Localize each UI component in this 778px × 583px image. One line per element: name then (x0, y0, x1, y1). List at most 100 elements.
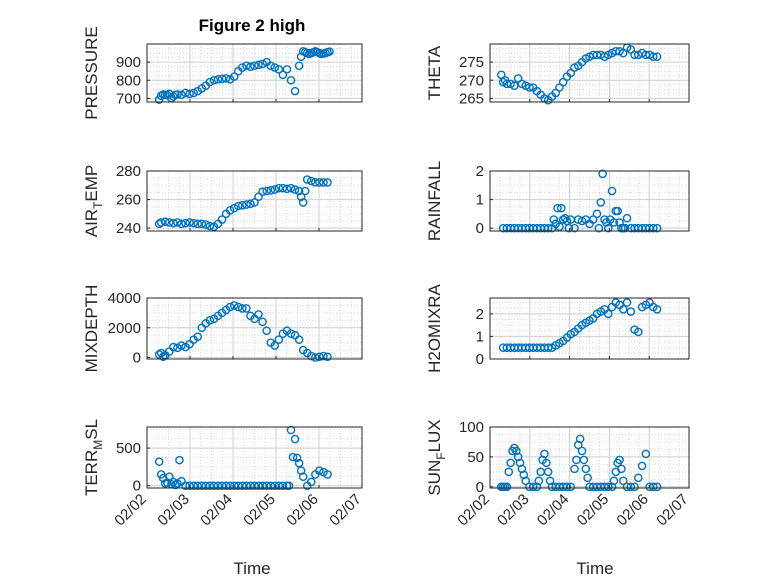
data-point (181, 218, 190, 228)
y-tick-label: 240 (116, 220, 141, 237)
data-point (185, 89, 194, 99)
y-tick-label: 1 (476, 192, 484, 209)
data-point (298, 472, 308, 482)
data-point (296, 192, 306, 202)
data-point (217, 74, 227, 84)
x-tick-label: 02/03 (154, 491, 193, 530)
data-point (622, 298, 632, 307)
data-point (262, 186, 271, 196)
y-tick-label: 0 (133, 350, 141, 367)
data-point (238, 63, 247, 72)
data-point (319, 178, 328, 187)
data-point (173, 90, 182, 99)
data-point (502, 482, 512, 492)
data-point (618, 476, 628, 486)
data-point (213, 75, 223, 84)
axes-box (489, 43, 690, 103)
data-point (290, 86, 300, 96)
data-point (562, 482, 572, 492)
subplot-h2omixra: 0 1 2 H2OMIXRA (425, 283, 690, 373)
data-point (607, 482, 617, 492)
data-point (543, 467, 553, 477)
y-tick-label: 100 (459, 419, 484, 436)
data-point (634, 473, 643, 483)
data-point (649, 52, 658, 61)
data-point (570, 464, 579, 474)
data-point (596, 198, 606, 207)
data-point (630, 50, 639, 60)
data-point (594, 223, 604, 233)
data-point (615, 218, 624, 227)
axes-box (489, 297, 690, 360)
data-point (290, 434, 300, 444)
data-point (513, 452, 523, 462)
data-point (652, 52, 662, 61)
data-point (233, 201, 243, 211)
data-point (197, 219, 207, 229)
y-tick-label: 700 (116, 90, 141, 107)
data-point (603, 309, 613, 319)
y-tick-label: 260 (116, 192, 141, 209)
data-point (543, 223, 553, 233)
data-point (169, 342, 178, 352)
y-tick-label: 0 (476, 220, 484, 237)
data-point (634, 327, 643, 337)
data-point (225, 205, 235, 215)
data-point (246, 199, 255, 209)
data-point (592, 209, 602, 219)
y-axis-label: TERRMSL (82, 419, 105, 496)
data-point (566, 482, 576, 492)
data-point (517, 464, 527, 474)
data-point (603, 482, 613, 492)
data-point (515, 458, 525, 468)
data-point (177, 341, 186, 350)
x-axis-label-right: Time (576, 559, 613, 578)
data-point (250, 481, 259, 491)
data-point (506, 458, 515, 468)
data-point (270, 341, 280, 350)
data-point (282, 184, 292, 194)
data-point (286, 183, 296, 193)
data-point (193, 481, 203, 491)
y-tick-label: 0 (476, 351, 484, 368)
data-point (282, 65, 292, 74)
subplot-rainfall: 0 1 2 RAINFALL (425, 161, 690, 241)
data-point (504, 467, 514, 477)
data-point (225, 302, 235, 312)
data-point (229, 301, 239, 310)
data-point (266, 61, 276, 71)
data-point (242, 200, 251, 209)
data-point (270, 63, 280, 72)
data-point (510, 81, 519, 90)
data-point (626, 307, 636, 316)
data-point (274, 65, 284, 74)
y-axis-label: MIXDEPTH (82, 285, 101, 373)
data-point (201, 220, 211, 229)
data-point (181, 481, 190, 491)
data-point (607, 186, 617, 196)
y-tick-label: 50 (467, 449, 484, 466)
data-point (617, 464, 626, 474)
data-point (175, 455, 184, 465)
data-point (278, 481, 288, 491)
y-tick-label: 0 (476, 479, 484, 496)
data-point (238, 304, 247, 313)
data-point (270, 481, 280, 491)
axes-box (146, 170, 363, 232)
y-tick-label: 900 (116, 54, 141, 71)
data-point (209, 75, 219, 85)
data-point (258, 59, 267, 69)
data-point (250, 198, 259, 207)
axes-box (146, 43, 363, 103)
data-point (229, 72, 239, 81)
data-point (181, 88, 190, 98)
data-point (189, 218, 198, 228)
data-point (233, 481, 243, 491)
data-point (266, 481, 276, 491)
data-point (652, 223, 662, 233)
data-point (611, 46, 621, 56)
data-point (543, 343, 553, 353)
y-axis-label: RAINFALL (425, 161, 444, 241)
